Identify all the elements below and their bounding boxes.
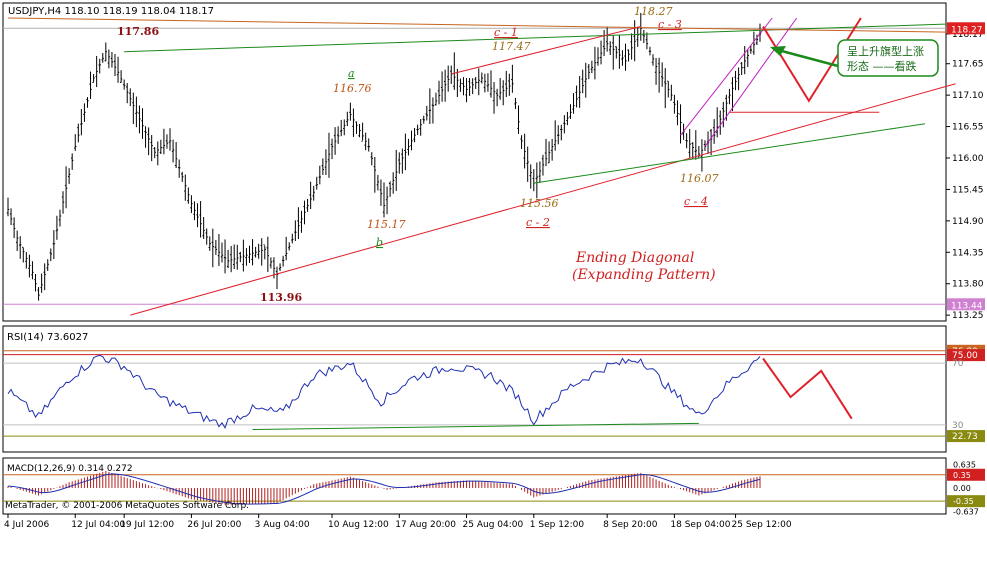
wave-label-a: a	[348, 67, 355, 80]
callout-line-1: 呈上升旗型上涨	[847, 44, 924, 58]
channel-line-magenta-1	[680, 17, 773, 136]
price-label-117-86: 117.86	[117, 25, 159, 38]
lower-trendline-red	[130, 83, 956, 316]
wave-label-c2: c - 2	[526, 216, 550, 229]
rsi-axis-label: 30	[952, 421, 964, 431]
callout-arrowhead	[770, 46, 786, 56]
current-price-badge	[947, 22, 985, 35]
rsi-title: RSI(14) 73.6027	[7, 332, 88, 343]
rsi-panel-frame	[2, 325, 947, 453]
time-tick-label: 25 Aug 04:00	[463, 520, 524, 530]
macd-signal-line	[7, 473, 761, 505]
time-tick-label: 1 Sep 12:00	[530, 520, 585, 530]
price-label-116-07: 116.07	[680, 172, 719, 185]
level-label: 113.44	[951, 301, 983, 311]
price-tick-label: 117.65	[952, 60, 984, 70]
time-tick-label: 18 Sep 04:00	[670, 520, 730, 530]
macd-axis-label: -0.35	[953, 497, 974, 506]
time-tick-label: 3 Aug 04:00	[255, 520, 310, 530]
copyright-text: MetaTrader, © 2001-2006 MetaQuotes Softw…	[5, 501, 249, 511]
price-label-118-27: 118.27	[634, 5, 673, 18]
pattern-subtitle: (Expanding Pattern)	[572, 267, 716, 283]
price-label-113-96: 113.96	[260, 291, 302, 304]
rsi-axis-badge	[947, 430, 985, 443]
price-tick-label: 113.25	[952, 311, 984, 321]
price-tick-label: 116.55	[952, 123, 984, 133]
time-tick-label: 12 Jul 04:00	[71, 520, 125, 530]
main-panel-frame	[2, 2, 947, 322]
callout-arrow	[777, 48, 839, 68]
chart-title: USDJPY,H4 118.10 118.19 118.04 118.17	[8, 6, 214, 17]
time-tick-label: 25 Sep 12:00	[732, 520, 792, 530]
time-tick-label: 10 Aug 12:00	[328, 520, 389, 530]
pattern-title: Ending Diagonal	[575, 250, 694, 266]
macd-axis-label: -0.637	[953, 507, 979, 516]
price-tick-label: 117.10	[952, 91, 984, 101]
macd-axis-label: 0.635	[953, 461, 976, 470]
rsi-line	[7, 354, 761, 429]
callout-line-2: 形态 ——看跌	[847, 59, 917, 73]
top-trendline-orange	[7, 17, 956, 33]
trendlines	[7, 17, 956, 316]
price-tick-label: 118.17	[952, 30, 984, 40]
price-label-116-76: 116.76	[333, 82, 372, 95]
macd-title: MACD(12,26,9) 0.314 0.272	[7, 464, 133, 474]
time-tick-label: 19 Jul 12:00	[120, 520, 174, 530]
price-label-115-17: 115.17	[367, 218, 406, 231]
price-tick-label: 114.90	[952, 217, 984, 227]
price-tick-label: 115.45	[952, 185, 984, 195]
wave-label-c3: c - 3	[658, 18, 682, 31]
callout-box	[837, 39, 939, 77]
macd-axis-label: 0.35	[953, 471, 971, 480]
rsi-axis-badge	[947, 349, 985, 362]
wave-label-c4: c - 4	[684, 195, 708, 208]
macd-panel-frame	[2, 457, 947, 515]
time-tick-label: 17 Aug 20:00	[395, 520, 456, 530]
price-axis: 118.17 117.65 117.10 116.55 116.00 115.45 114.…	[946, 22, 985, 321]
time-tick-label: 4 Jul 2006	[4, 520, 49, 530]
wave-trendline-red	[451, 26, 641, 75]
price-tick-label: 113.80	[952, 280, 984, 290]
upper-trendline-green	[124, 23, 956, 53]
current-price-label: 118.27	[951, 25, 983, 35]
rsi-projection-zigzag	[762, 357, 853, 420]
price-bars	[6, 12, 762, 301]
wave-label-b: b	[376, 236, 383, 249]
level-badge	[947, 298, 985, 311]
macd-histogram-group	[3, 470, 946, 505]
lower-trendline-green	[533, 123, 926, 184]
time-tick-label: 26 Jul 20:00	[187, 520, 241, 530]
rsi-axis-label: 75.00	[952, 351, 978, 361]
macd-axis-badge	[947, 495, 985, 508]
rsi-trendline-green	[252, 422, 699, 430]
price-tick-label: 116.00	[952, 154, 984, 164]
grid	[3, 27, 946, 305]
rsi-axis-label: 70	[952, 359, 964, 369]
rsi-line-group	[3, 350, 946, 437]
rsi-axis-label: 22.73	[952, 432, 978, 442]
macd-axis-badge	[947, 468, 985, 481]
time-tick-label: 8 Sep 20:00	[603, 520, 658, 530]
macd-axis-label: 0.00	[953, 484, 971, 493]
price-label-117-47: 117.47	[492, 40, 531, 53]
price-tick-label: 114.35	[952, 248, 984, 258]
channel-line-magenta-2	[704, 17, 798, 147]
price-label-115-56: 115.56	[520, 197, 559, 210]
wave-label-c1: c - 1	[494, 26, 518, 39]
